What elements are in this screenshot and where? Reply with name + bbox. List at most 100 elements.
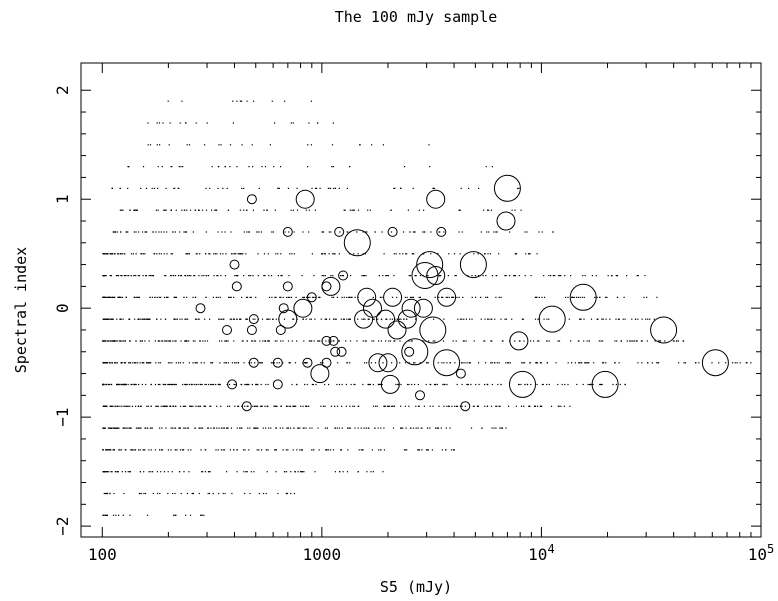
data-dot — [469, 362, 471, 364]
data-dot — [732, 362, 734, 364]
data-dot — [305, 427, 307, 429]
data-dot — [202, 471, 204, 473]
data-dot — [515, 405, 517, 407]
data-dot — [296, 449, 298, 451]
data-dot — [480, 296, 482, 298]
data-dot — [465, 340, 467, 342]
data-dot — [364, 340, 366, 342]
data-dot — [150, 275, 152, 277]
data-dot — [127, 471, 129, 473]
data-dot — [233, 318, 235, 320]
data-dot — [293, 253, 295, 255]
data-dot — [278, 362, 280, 364]
data-dot — [486, 209, 489, 211]
data-dot — [144, 427, 146, 429]
data-dot — [523, 362, 526, 364]
axis-ticks — [81, 63, 762, 537]
data-dot — [485, 275, 487, 277]
data-dot — [184, 383, 186, 386]
data-dot — [698, 362, 700, 364]
data-dot — [254, 318, 256, 320]
data-dot — [158, 253, 160, 255]
data-dot — [243, 209, 245, 211]
data-dot — [585, 362, 587, 364]
data-dot — [290, 296, 293, 298]
data-dot — [138, 296, 141, 298]
data-dot — [159, 144, 161, 146]
data-dot — [161, 449, 163, 451]
data-dot — [104, 492, 107, 495]
data-dot — [233, 296, 235, 298]
open-circle-series — [195, 174, 729, 412]
data-dot — [500, 427, 502, 429]
data-dot — [111, 318, 113, 320]
data-dot — [493, 427, 495, 429]
data-dot — [143, 362, 145, 364]
data-dot — [199, 253, 201, 255]
data-dot — [338, 427, 340, 429]
data-dot — [126, 427, 128, 429]
data-dot — [156, 318, 158, 320]
data-dot — [140, 318, 142, 320]
data-dot — [144, 492, 147, 495]
data-dot — [142, 362, 144, 364]
data-dot — [299, 449, 301, 451]
data-dot — [132, 383, 134, 386]
data-dot — [429, 405, 431, 407]
data-dot — [372, 471, 374, 473]
data-dot — [451, 296, 453, 298]
data-dot — [453, 449, 455, 451]
data-dot — [475, 296, 477, 298]
data-dot — [102, 427, 104, 429]
data-dot — [119, 296, 121, 298]
open-circle-point — [278, 303, 289, 314]
data-dot — [499, 405, 501, 407]
data-dot — [146, 318, 148, 320]
data-dot — [564, 275, 566, 277]
open-circle-point — [387, 320, 407, 340]
data-dot — [509, 362, 511, 364]
data-dot — [176, 318, 178, 320]
open-circle-point — [328, 335, 339, 346]
data-dot — [212, 296, 214, 298]
data-dot — [182, 362, 184, 364]
data-dot — [419, 275, 422, 277]
data-dot — [226, 471, 228, 473]
data-dot — [205, 253, 207, 255]
data-dot — [105, 383, 107, 386]
data-dot — [184, 231, 186, 233]
data-dot — [181, 318, 183, 320]
data-dot — [362, 383, 364, 386]
data-dot — [332, 166, 334, 168]
data-dot — [162, 122, 164, 124]
y-tick-label: 0 — [53, 303, 72, 313]
data-dot — [265, 383, 267, 386]
data-dot — [290, 492, 292, 495]
data-dot — [164, 275, 166, 277]
data-dot — [361, 449, 364, 451]
data-dot — [170, 383, 172, 386]
data-dot — [239, 318, 241, 320]
data-dot — [165, 275, 167, 277]
data-dot — [599, 296, 601, 298]
data-dot — [329, 340, 331, 342]
data-dot — [219, 296, 221, 298]
data-dot — [490, 318, 492, 320]
data-dot — [435, 427, 437, 429]
data-dot — [103, 383, 105, 386]
data-dot — [127, 405, 129, 407]
data-dot — [159, 492, 161, 495]
data-dot — [246, 296, 249, 298]
data-dot — [290, 122, 292, 124]
data-dot — [389, 318, 391, 320]
data-dot — [462, 296, 464, 298]
data-dot — [202, 340, 204, 342]
data-dot — [188, 383, 190, 386]
data-dot — [194, 427, 196, 429]
data-dot — [519, 340, 521, 342]
data-dot — [290, 471, 292, 473]
data-dot — [330, 275, 332, 277]
data-dot — [185, 231, 187, 233]
data-dot — [126, 405, 128, 407]
data-dot — [511, 209, 513, 211]
